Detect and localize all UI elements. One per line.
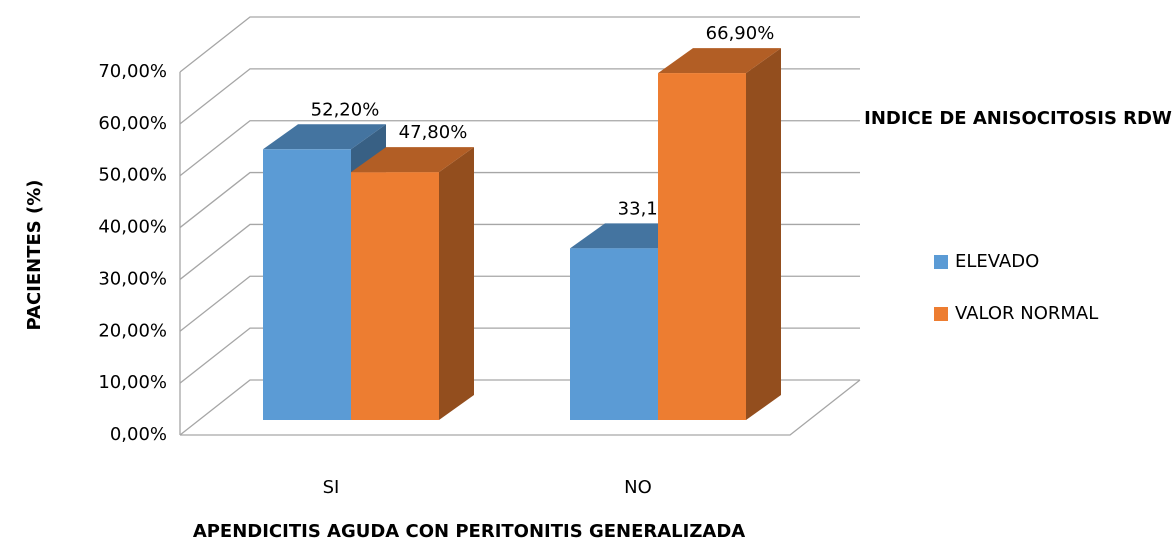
bar-side <box>439 147 474 420</box>
data-label: 52,20% <box>311 99 380 120</box>
grid-line <box>179 16 860 73</box>
data-label: 47,80% <box>399 122 468 143</box>
bar-top <box>351 147 474 173</box>
y-tick-label: 30,00% <box>98 268 167 289</box>
grid-line <box>179 120 860 177</box>
floor <box>180 379 861 436</box>
grid-line <box>179 68 860 125</box>
bar <box>570 248 658 420</box>
y-tick-label: 40,00% <box>98 217 167 238</box>
legend-swatch <box>934 255 948 269</box>
y-tick-label: 60,00% <box>98 113 167 134</box>
bar-top <box>263 124 386 150</box>
y-tick-label: 0,00% <box>110 424 167 445</box>
x-tick-label: SI <box>323 477 340 498</box>
x-axis-label: APENDICITIS AGUDA CON PERITONITIS GENERA… <box>193 521 745 542</box>
bar <box>351 172 439 420</box>
y-tick-label: 50,00% <box>98 165 167 186</box>
y-tick-label: 70,00% <box>98 61 167 82</box>
grid-line <box>179 171 860 229</box>
legend-title: INDICE DE ANISOCITOSIS RDW <box>864 108 1172 129</box>
y-tick-label: 10,00% <box>98 372 167 393</box>
bar-side <box>746 48 781 420</box>
x-tick-label: NO <box>624 477 652 498</box>
y-axis-label: PACIENTES (%) <box>24 179 45 330</box>
data-label: 66,90% <box>706 23 775 44</box>
legend-label: VALOR NORMAL <box>955 303 1098 324</box>
y-tick-label: 20,00% <box>98 320 167 341</box>
bar <box>263 149 351 420</box>
legend-label: ELEVADO <box>955 251 1039 272</box>
legend-swatch <box>934 307 948 321</box>
bar-top <box>658 48 781 74</box>
bar <box>658 73 746 420</box>
